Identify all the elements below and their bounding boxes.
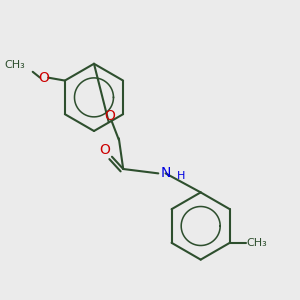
Text: CH₃: CH₃ — [5, 60, 26, 70]
Text: H: H — [177, 171, 186, 181]
Text: O: O — [38, 70, 49, 85]
Text: N: N — [160, 167, 171, 180]
Text: O: O — [105, 110, 116, 123]
Text: CH₃: CH₃ — [247, 238, 267, 248]
Text: O: O — [99, 143, 110, 157]
